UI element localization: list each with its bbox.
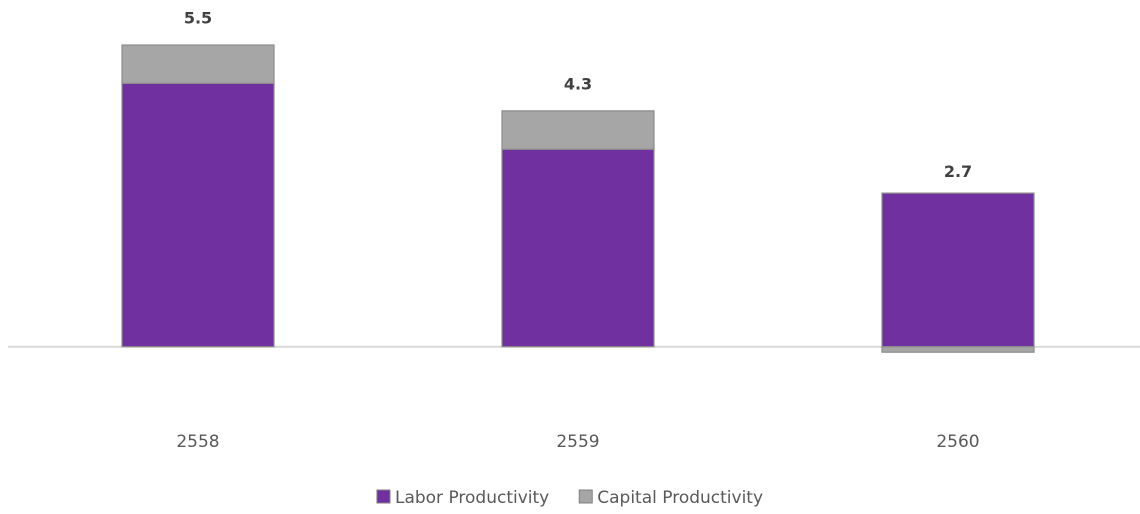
legend-label: Labor Productivity — [395, 488, 549, 508]
bar-segment — [881, 346, 1035, 353]
total-label: 2.7 — [944, 162, 972, 181]
bar-segment — [881, 192, 1035, 348]
legend-swatch — [578, 489, 593, 504]
bar-segment — [121, 82, 275, 348]
x-tick-label: 2560 — [936, 432, 979, 452]
bar-segment — [501, 148, 655, 348]
x-tick-label: 2558 — [176, 432, 219, 452]
legend-label: Capital Productivity — [597, 488, 763, 508]
bar-segment — [121, 44, 275, 85]
total-label: 5.5 — [184, 9, 212, 28]
x-tick-label: 2559 — [556, 432, 599, 452]
bar-segment — [501, 110, 655, 150]
legend-swatch — [376, 489, 391, 504]
total-label: 4.3 — [564, 74, 592, 93]
